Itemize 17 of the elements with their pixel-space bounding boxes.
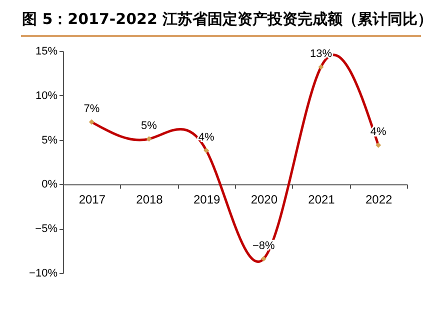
x-tick-label: 2018 bbox=[136, 192, 164, 207]
y-tick-label: 5% bbox=[42, 134, 58, 146]
data-label: 5% bbox=[141, 120, 158, 132]
y-tick-label: 0% bbox=[42, 178, 58, 191]
x-tick-label: 2019 bbox=[193, 192, 221, 207]
data-label: 7% bbox=[84, 103, 100, 116]
y-tick-label: −10% bbox=[29, 268, 58, 280]
chart-title: 图 5：2017-2022 江苏省固定资产投资完成额（累计同比） bbox=[22, 10, 433, 29]
y-tick-label: 15% bbox=[35, 46, 58, 58]
y-tick-label: 10% bbox=[35, 90, 58, 102]
y-tick-label: −5% bbox=[35, 223, 58, 236]
data-label: 4% bbox=[198, 131, 214, 144]
x-tick-label: 2022 bbox=[365, 192, 393, 207]
x-tick-label: 2021 bbox=[308, 192, 336, 207]
x-tick-label: 2017 bbox=[78, 192, 106, 207]
data-label: 13% bbox=[310, 48, 332, 60]
x-tick-label: 2020 bbox=[250, 192, 278, 207]
